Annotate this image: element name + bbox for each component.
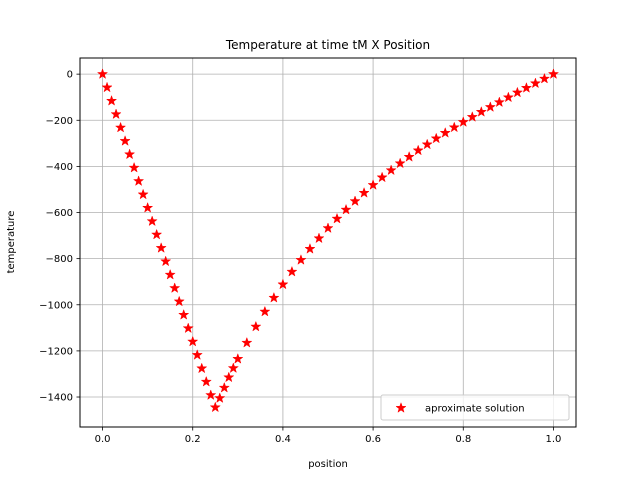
legend-label: aproximate solution [425,404,525,415]
data-point [119,135,131,146]
data-point [322,222,334,234]
y-tick-label: −800 [46,254,73,265]
data-point [304,243,316,254]
legend-marker-holder [395,402,407,413]
data-point [250,320,262,332]
data-point [340,203,352,215]
data-point [200,375,212,387]
y-tick-label: 0 [67,70,73,81]
y-tick-label: −1000 [39,300,73,311]
legend: aproximate solution [380,394,570,421]
data-point [123,148,136,160]
data-point [466,111,478,122]
data-point [105,94,118,106]
data-point [169,282,181,293]
data-point [331,212,343,224]
data-point [259,305,271,317]
data-point [421,138,433,150]
data-point [196,362,208,374]
data-point [214,392,226,403]
data-point [218,381,230,393]
data-point [101,81,113,93]
data-point [146,215,158,227]
plot-frame [79,57,577,428]
data-point [191,349,203,360]
legend-marker [395,402,407,413]
x-tick-label: 0.4 [275,434,291,445]
data-point [182,322,194,334]
x-tick-label: 0.2 [185,434,201,445]
data-point [385,164,397,176]
data-point [241,336,253,348]
data-point [412,144,424,156]
data-point [227,362,239,374]
y-tick-label: −1400 [39,393,73,404]
data-point [313,232,325,244]
data-point [367,179,379,190]
grid-layer [80,58,576,427]
y-tick-label: −200 [46,116,73,127]
data-point [349,195,361,207]
y-tick-label: −600 [46,208,73,219]
data-point [394,157,406,169]
x-tick-label: 1.0 [546,434,562,445]
data-point [430,132,442,144]
data-point [223,371,235,383]
data-point [150,228,163,240]
chart-title: Temperature at time tM X Position [225,38,430,52]
data-point [232,353,244,364]
y-tick-label: −1200 [39,346,73,357]
data-point [178,308,190,320]
data-point [164,268,176,280]
x-axis-label: position [308,459,348,470]
data-point [295,254,307,265]
data-point [358,186,370,198]
data-point [209,401,221,413]
data-point [114,121,127,133]
data-point [448,121,460,133]
data-point [484,101,496,112]
legend-box [380,394,570,421]
data-point [187,335,199,347]
data-point [137,188,149,200]
data-point [511,86,524,98]
data-point [205,389,217,400]
y-tick-label: −400 [46,162,73,173]
data-point [155,242,167,253]
data-point [457,116,469,127]
data-point [520,82,533,93]
data-layer [96,68,560,413]
x-tick-label: 0.6 [365,434,381,445]
data-point [403,150,415,162]
x-tick-label: 0.8 [455,434,471,445]
data-point [132,175,145,186]
data-point [493,96,506,108]
data-point [110,108,122,120]
data-point [268,291,280,303]
data-point [160,255,172,267]
data-point [128,161,140,173]
data-point [277,278,289,290]
data-point [529,77,542,89]
data-point [173,295,185,307]
data-point [502,91,515,103]
data-point [547,68,560,79]
data-point [96,68,109,79]
tick-layer: 0.0 0.2 0.4 0.6 0.8 1.0 0 −200 −400 −600 −800 −1000… [39,70,561,445]
y-axis-label: temperature [6,211,17,274]
data-point [376,171,388,183]
data-point [475,106,487,117]
data-point [439,126,451,138]
x-tick-label: 0.0 [95,434,111,445]
data-point [141,201,154,213]
data-point [538,72,551,84]
data-point [286,265,298,277]
